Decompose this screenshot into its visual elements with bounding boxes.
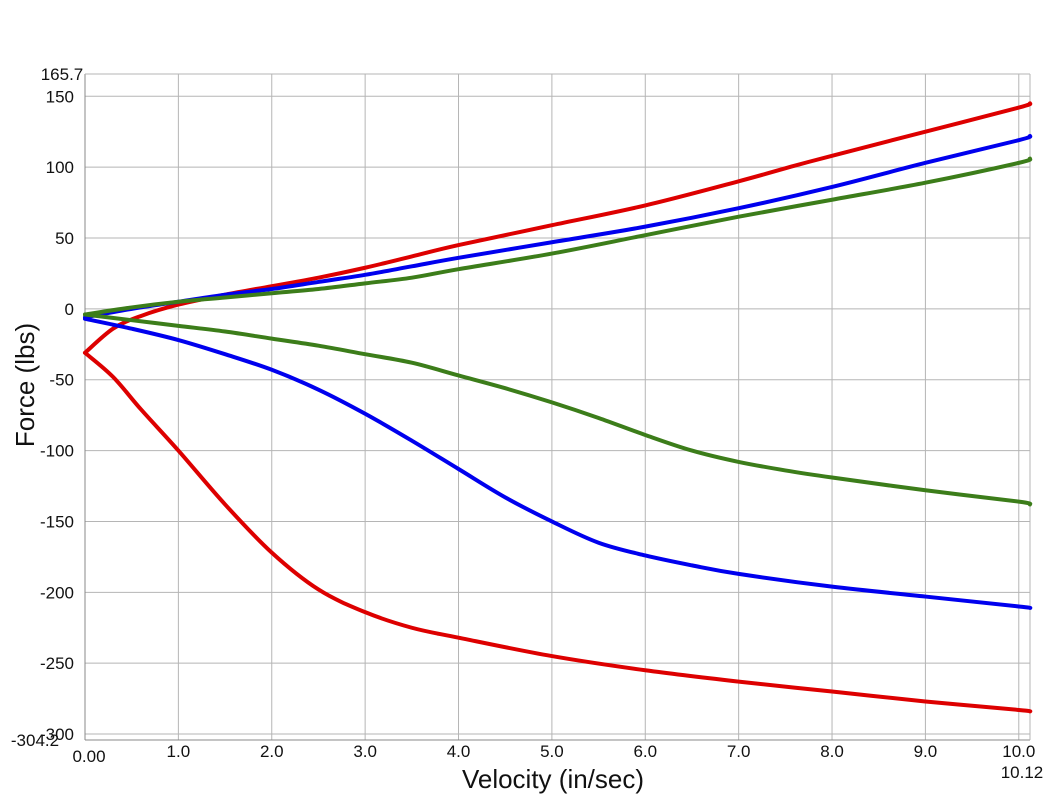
series-line-5 [83,316,1033,610]
grid [85,74,1030,740]
y-tick-label: -300 [40,725,74,744]
y-tick-label: 150 [46,87,74,106]
y-tick-label: -150 [40,512,74,531]
series-line-1 [83,101,1033,355]
y-tick-label: -50 [49,371,74,390]
y-tick-label: 0 [65,300,74,319]
series-line-3 [83,156,1033,317]
x-tick-label: 8.0 [820,742,844,761]
y-tick-label: -200 [40,583,74,602]
axes [84,73,1031,741]
x-tick-label: 9.0 [914,742,938,761]
y-axis-title: Force (lbs) [10,323,40,447]
y-max-label: 165.7 [41,65,84,84]
y-tick-label: -250 [40,654,74,673]
x-tick-label: 2.0 [260,742,284,761]
x-axis-title: Velocity (in/sec) [462,764,644,794]
x-tick-label: 3.0 [353,742,377,761]
x-max-label: 10.12 [1001,763,1044,782]
x-tick-label: 1.0 [167,742,191,761]
y-tick-label: 50 [55,229,74,248]
x-tick-label: 4.0 [447,742,471,761]
tick-labels: 1.0 2.0 3.0 4.0 5.0 6.0 7.0 8.0 9.0 10.0 150 100 50 0… [11,65,1043,782]
x-tick-label: 5.0 [540,742,564,761]
x-tick-label: 10.0 [1002,742,1035,761]
y-tick-label: 100 [46,158,74,177]
series-lines [83,101,1033,714]
x-tick-label: 6.0 [633,742,657,761]
series-line-6 [83,350,1033,714]
y-min-label: -304.2 [11,731,59,750]
series-line-4 [83,312,1033,507]
x-tick-label: 7.0 [727,742,751,761]
series-line-2 [83,133,1033,320]
y-tick-label: -100 [40,442,74,461]
x-min-label: 0.00 [72,747,105,766]
